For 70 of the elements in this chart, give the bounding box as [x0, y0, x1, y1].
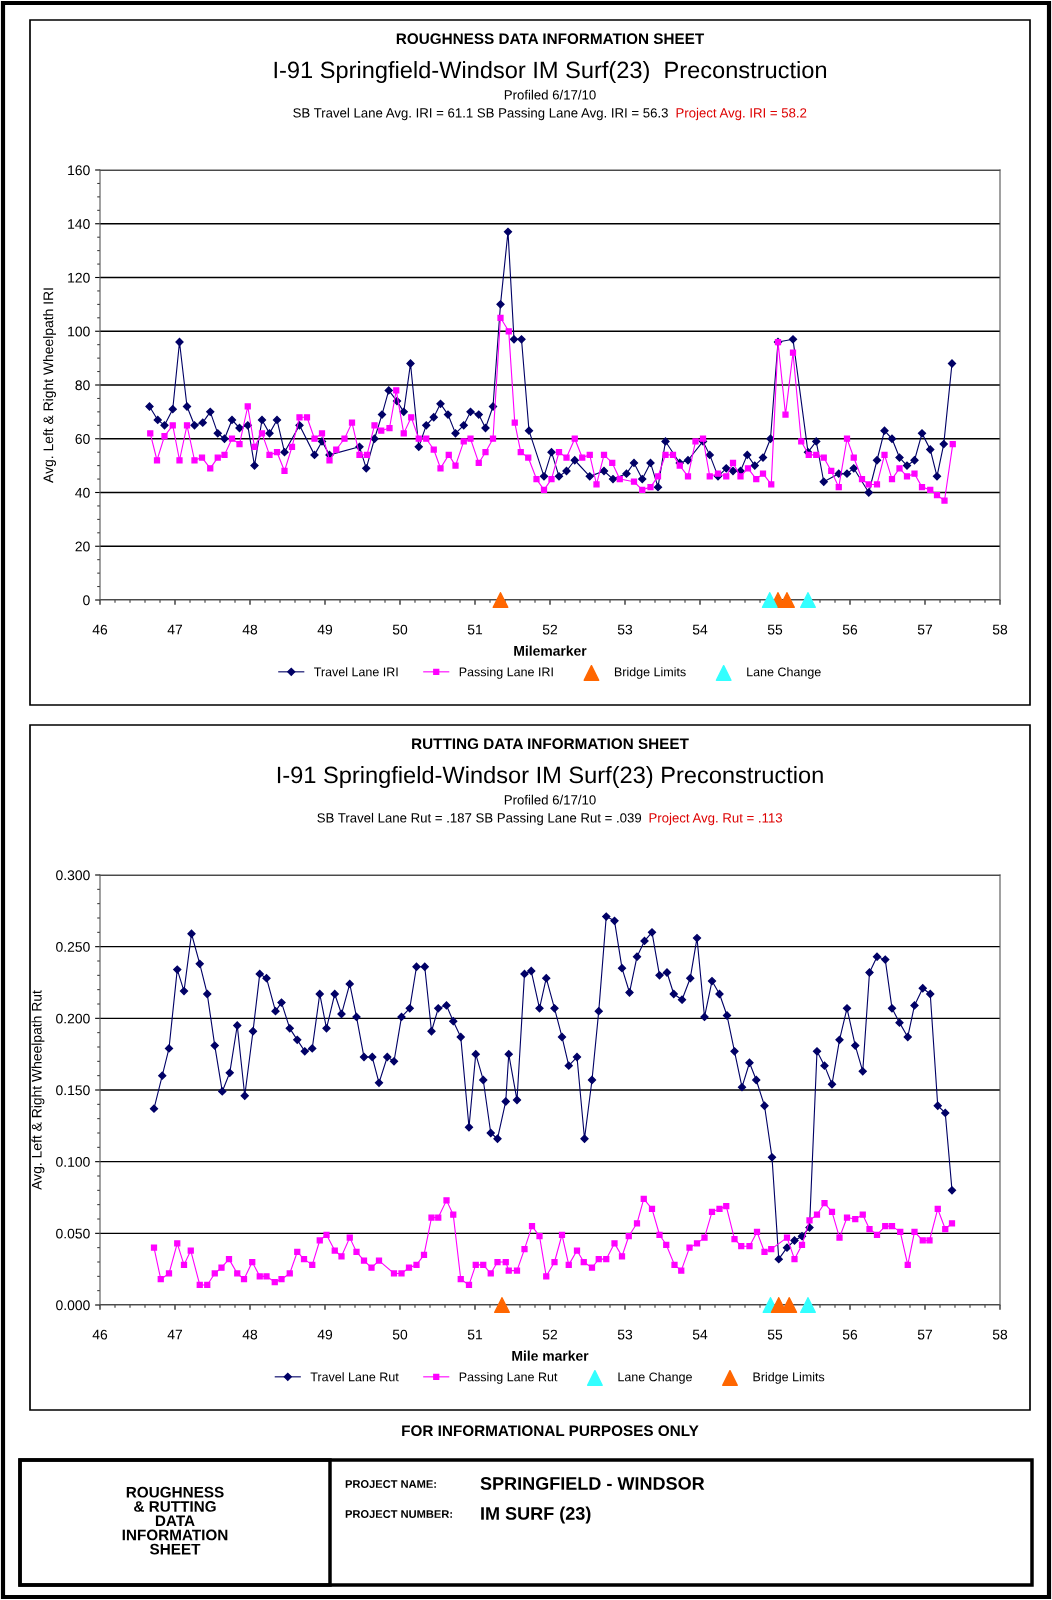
legend-label: Travel Lane IRI — [314, 667, 398, 677]
y-tick-label: 0.000 — [56, 1300, 90, 1311]
legend-label: Passing Lane IRI — [459, 667, 553, 679]
text: IM SURF (23) — [481, 1506, 591, 1524]
text: FOR INFORMATIONAL PURPOSES ONLY — [402, 1425, 699, 1437]
y-tick-label: 0 — [83, 595, 90, 606]
chart-subtitle: Profiled 6/17/10 — [504, 794, 596, 805]
x-tick-label: 54 — [692, 1329, 708, 1340]
y-tick-label: 0.100 — [56, 1157, 90, 1167]
x-tick-label: 56 — [842, 1329, 858, 1340]
x-tick-label: 51 — [467, 624, 483, 635]
y-tick-label: 40 — [75, 487, 90, 498]
x-tick-label: 46 — [92, 624, 108, 635]
y-tick-label: 80 — [75, 380, 90, 391]
x-tick-label: 53 — [617, 1329, 633, 1340]
y-tick-label: 0.250 — [56, 942, 90, 952]
y-tick-label: 20 — [75, 541, 90, 552]
x-tick-label: 53 — [617, 624, 633, 635]
text: Project Avg. Rut = .113 — [649, 812, 783, 826]
chart-title: I-91 Springfield-Windsor IM Surf(23) Preconstruction — [274, 61, 827, 83]
y-tick-label: 0.300 — [56, 870, 90, 881]
text: ROUGHNESS DATA INFORMATION SHEET — [396, 33, 705, 45]
text: SB Travel Lane Avg. IRI = 61.1 SB Passing Lane Avg. IRI = 56.3 — [293, 107, 668, 121]
chart-subtitle: Profiled 6/17/10 — [504, 89, 596, 100]
x-tick-label: 48 — [242, 624, 258, 635]
legend-label: Lane Change — [618, 1372, 692, 1384]
x-tick-label: 49 — [317, 624, 333, 635]
x-tick-label: 50 — [392, 624, 408, 635]
legend-label: Bridge Limits — [614, 667, 686, 679]
text: SB Travel Lane Rut = .187 SB Passing Lane Rut = .039 — [317, 812, 642, 826]
x-tick-label: 49 — [317, 1329, 333, 1340]
x-axis-title: Milemarker — [514, 645, 587, 656]
x-tick-label: 57 — [917, 1329, 933, 1340]
y-tick-label: 120 — [68, 272, 90, 283]
x-tick-label: 51 — [467, 1329, 483, 1340]
x-tick-label: 50 — [392, 1329, 408, 1340]
x-tick-label: 58 — [992, 1329, 1008, 1340]
y-tick-label: 0.050 — [56, 1228, 90, 1239]
y-tick-label: 60 — [75, 434, 90, 444]
x-tick-label: 56 — [842, 624, 858, 635]
legend-label: Passing Lane Rut — [459, 1372, 558, 1384]
y-axis-title: Avg. Left & Right Wheelpath IRI — [43, 288, 56, 483]
x-tick-label: 47 — [167, 1329, 183, 1340]
y-tick-label: 0.200 — [56, 1013, 90, 1024]
y-tick-label: 160 — [68, 165, 90, 176]
chart-title: I-91 Springfield-Windsor IM Surf(23) Preconstruction — [277, 766, 823, 789]
x-tick-label: 58 — [992, 624, 1008, 635]
y-tick-label: 0.150 — [56, 1085, 90, 1096]
text: SPRINGFIELD - WINDSOR — [480, 1477, 705, 1490]
text: RUTTING DATA INFORMATION SHEET — [412, 738, 689, 750]
y-tick-label: 100 — [68, 326, 90, 337]
x-tick-label: 55 — [767, 1329, 783, 1340]
text: PROJECT NAME: — [345, 1480, 436, 1488]
x-tick-label: 47 — [167, 624, 183, 635]
x-tick-label: 55 — [767, 624, 783, 635]
y-tick-label: 140 — [68, 219, 90, 229]
x-tick-label: 54 — [692, 624, 708, 635]
text: Project Avg. IRI = 58.2 — [676, 107, 807, 121]
y-axis-title: Avg. Left & Right Wheelpath Rut — [31, 990, 45, 1190]
x-tick-label: 46 — [92, 1329, 108, 1340]
legend-label: Lane Change — [747, 667, 821, 679]
legend-label: Bridge Limits — [753, 1372, 825, 1384]
legend-label: Travel Lane Rut — [310, 1372, 399, 1382]
text: PROJECT NUMBER: — [345, 1510, 452, 1518]
x-tick-label: 52 — [542, 624, 558, 635]
x-tick-label: 57 — [917, 624, 933, 635]
x-axis-title: Mile marker — [512, 1350, 589, 1361]
x-tick-label: 52 — [542, 1329, 558, 1340]
x-tick-label: 48 — [242, 1329, 258, 1340]
text: ROUGHNESS & RUTTING DATA INFORMATION SHEET — [122, 1486, 228, 1555]
